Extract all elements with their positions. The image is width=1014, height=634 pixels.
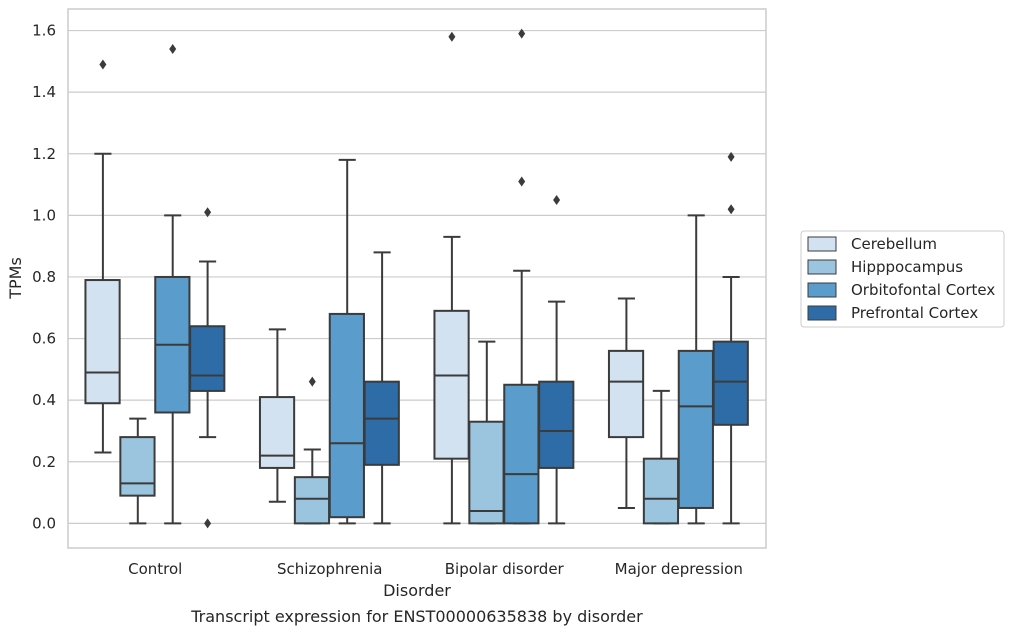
box-iqr [503, 383, 540, 525]
outlier-point [518, 28, 526, 39]
box-iqr [642, 457, 680, 525]
legend-swatch [807, 282, 837, 298]
legend-label: Orbitofontal Cortex [851, 281, 995, 299]
box-group [258, 328, 296, 503]
plot-frame [67, 8, 767, 549]
box-group [363, 251, 400, 525]
box-group [119, 417, 156, 525]
x-tick-label: Schizophrenia [277, 560, 382, 578]
box-iqr [84, 279, 121, 405]
box-iqr [433, 309, 470, 460]
outlier-point [518, 176, 526, 187]
y-tick-label: 0.6 [32, 330, 56, 348]
y-tick-label: 1.4 [32, 83, 56, 101]
chart-caption: Transcript expression for ENST0000063583… [190, 607, 643, 626]
outlier-point [448, 31, 456, 42]
box-iqr [258, 396, 296, 469]
legend-frame [800, 230, 1005, 328]
legend-label: Hipppocampus [851, 258, 963, 276]
y-tick-label: 0.2 [32, 453, 56, 471]
outlier-point [727, 151, 735, 162]
box-group [433, 31, 470, 525]
box-group [328, 158, 365, 525]
outlier-point [99, 59, 107, 70]
outlier-point [727, 204, 735, 215]
x-axis-ticks: Control Schizophrenia Bipolar disorder Majo… [128, 560, 743, 578]
box-iqr [363, 380, 400, 466]
box-group [154, 44, 191, 525]
box-iqr [468, 420, 505, 525]
box-plot-area [84, 28, 749, 529]
legend-swatch [807, 236, 837, 252]
x-tick-label: Control [128, 560, 182, 578]
y-tick-label: 0.4 [32, 391, 56, 409]
x-axis-label: Disorder [383, 581, 451, 600]
y-axis-ticks: 0.0 0.2 0.4 0.6 0.8 1.0 1.2 1.4 1.6 [32, 22, 56, 533]
outlier-point [553, 194, 561, 205]
legend-label: Prefrontal Cortex [851, 304, 978, 322]
box-group [84, 59, 121, 454]
box-iqr [712, 340, 749, 426]
y-tick-label: 1.2 [32, 145, 56, 163]
box-group [293, 376, 331, 525]
box-iqr [538, 380, 575, 469]
y-axis-label: TPMs [6, 257, 25, 300]
y-tick-label: 1.6 [32, 22, 56, 40]
x-tick-label: Bipolar disorder [445, 560, 565, 578]
box-iqr [607, 349, 645, 439]
box-group [642, 389, 680, 525]
box-group [503, 28, 540, 525]
outlier-point [308, 376, 316, 387]
legend-swatch [807, 305, 837, 321]
x-tick-label: Major depression [615, 560, 743, 578]
box-iqr [328, 312, 365, 519]
box-group [607, 297, 645, 509]
y-tick-label: 0.8 [32, 268, 56, 286]
box-group [677, 214, 714, 525]
box-iqr [677, 349, 714, 509]
box-group [189, 207, 226, 529]
legend-swatch [807, 259, 837, 275]
y-tick-label: 1.0 [32, 206, 56, 224]
box-iqr [189, 325, 226, 392]
box-group [712, 151, 749, 525]
box-group [538, 194, 575, 525]
box-group [468, 340, 505, 525]
legend: Cerebellum Hipppocampus Orbitofontal Corte… [800, 230, 1005, 328]
legend-label: Cerebellum [851, 235, 937, 253]
box-iqr [293, 476, 331, 525]
outlier-point [169, 44, 177, 55]
outlier-point [204, 207, 212, 218]
outlier-point [204, 518, 212, 529]
box-iqr [119, 436, 156, 497]
y-tick-label: 0.0 [32, 514, 56, 532]
